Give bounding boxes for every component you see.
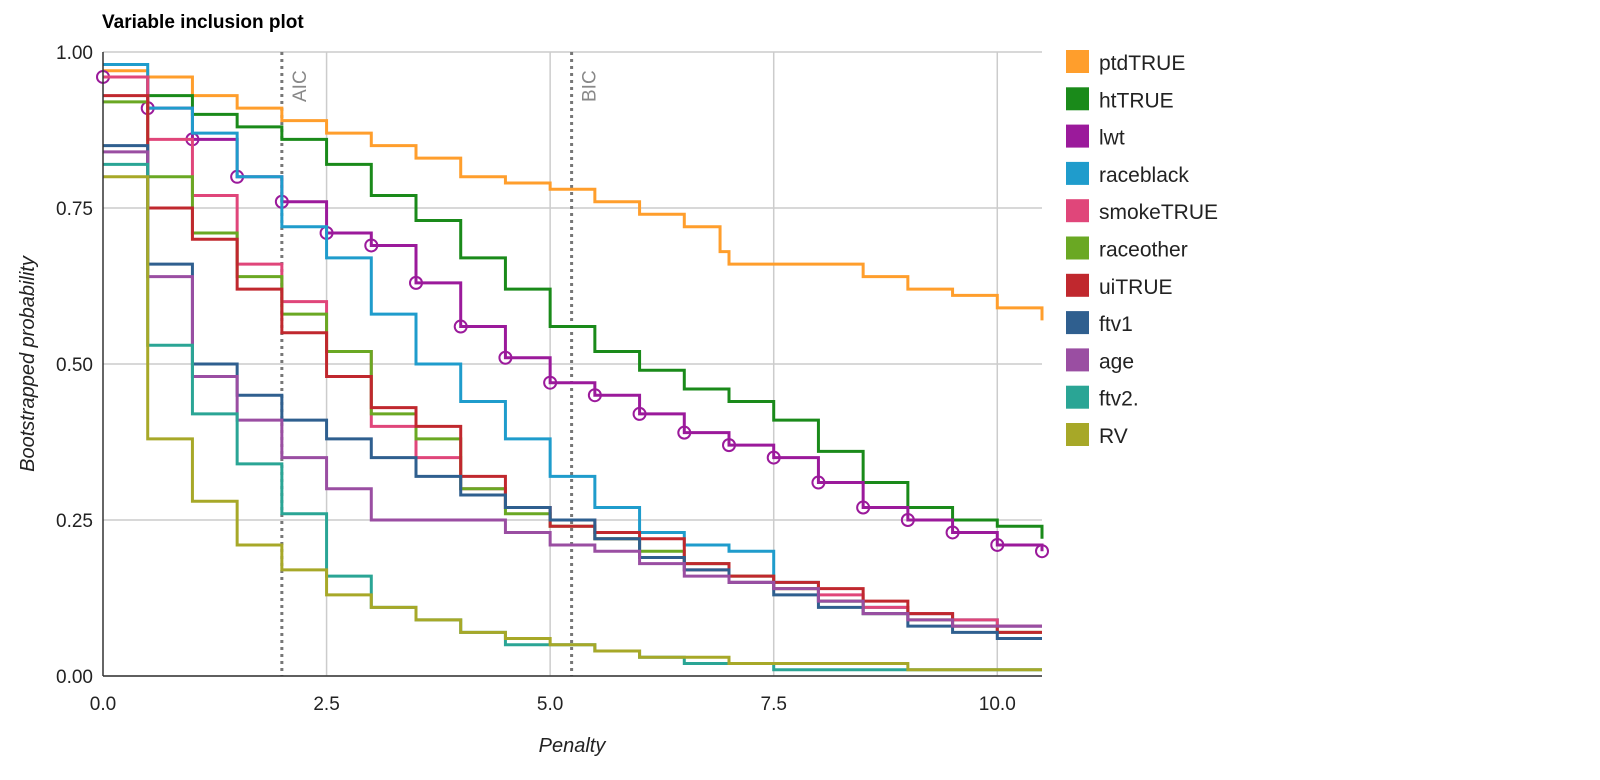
axes: 0.00 0.25 0.50 0.75 1.00 0.0 2.5 5.0 7.5 10.0 (56, 43, 1042, 715)
series-line-RV (103, 175, 1042, 672)
series-line-age (103, 150, 1042, 628)
legend-swatch (1066, 161, 1089, 185)
legend-label: ftv1 (1099, 313, 1133, 336)
legend-label: uiTRUE (1099, 276, 1173, 299)
x-tick-label: 2.5 (313, 694, 339, 715)
reference-lines: AIC BIC (280, 52, 601, 676)
series-line-htTRUE (103, 75, 1044, 539)
legend-swatch (1066, 311, 1089, 335)
reference-line-label: AIC (290, 70, 311, 102)
series-lines (96, 62, 1049, 672)
legend-swatch (1066, 50, 1089, 73)
legend-label: smokeTRUE (1099, 201, 1218, 224)
x-tick-label: 7.5 (761, 694, 787, 715)
series-marker-lwt (856, 500, 871, 515)
legend-swatch (1066, 423, 1089, 446)
series-marker-lwt (498, 350, 513, 365)
series-marker-lwt (543, 375, 558, 390)
reference-line-label: BIC (580, 70, 601, 102)
legend-swatch (1066, 87, 1089, 111)
legend-swatch (1066, 124, 1089, 148)
legend-label: htTRUE (1099, 89, 1174, 112)
series-line-uiTRUE (103, 94, 1042, 634)
legend-label: age (1099, 350, 1134, 373)
y-tick-label: 0.50 (56, 355, 93, 376)
y-tick-label: 1.00 (56, 43, 93, 64)
legend-swatch (1066, 273, 1089, 297)
series-marker-lwt (990, 537, 1005, 552)
series-marker-lwt (766, 450, 781, 465)
x-tick-label: 0.0 (90, 694, 116, 715)
series-marker-lwt (900, 513, 915, 527)
series-marker-lwt (677, 425, 692, 440)
x-tick-label: 5.0 (537, 694, 563, 715)
y-tick-label: 0.00 (56, 667, 93, 688)
legend-swatch (1066, 236, 1089, 260)
x-axis-title: Penalty (539, 735, 607, 757)
chart-title: Variable inclusion plot (102, 12, 304, 33)
series-marker-lwt (453, 319, 468, 334)
legend-swatch (1066, 199, 1089, 223)
x-tick-label: 10.0 (979, 694, 1016, 715)
series-marker-lwt (1035, 544, 1049, 559)
series-line-raceblack (103, 62, 1042, 628)
legend-label: raceblack (1099, 164, 1189, 187)
series-marker-lwt (364, 238, 379, 253)
series-marker-lwt (945, 525, 960, 540)
legend-swatch (1066, 348, 1089, 372)
series-marker-lwt (632, 406, 647, 421)
y-tick-label: 0.75 (56, 199, 93, 220)
series-marker-lwt (409, 275, 423, 290)
series-marker-lwt (811, 475, 826, 490)
legend-label: lwt (1099, 127, 1125, 150)
legend-label: raceother (1099, 239, 1188, 262)
legend-label: ptdTRUE (1099, 52, 1185, 75)
legend-label: ftv2. (1099, 388, 1139, 411)
series-marker-lwt (722, 438, 736, 453)
series-marker-lwt (587, 388, 602, 403)
y-axis-title: Bootstrapped probability (17, 255, 39, 472)
y-tick-label: 0.25 (56, 511, 93, 532)
legend-swatch (1066, 385, 1089, 409)
legend-label: RV (1099, 425, 1128, 448)
series-line-ptdTRUE (103, 69, 1044, 321)
legend: ptdTRUE htTRUE lwt raceblack smokeTRUE raceot… (1066, 50, 1218, 448)
